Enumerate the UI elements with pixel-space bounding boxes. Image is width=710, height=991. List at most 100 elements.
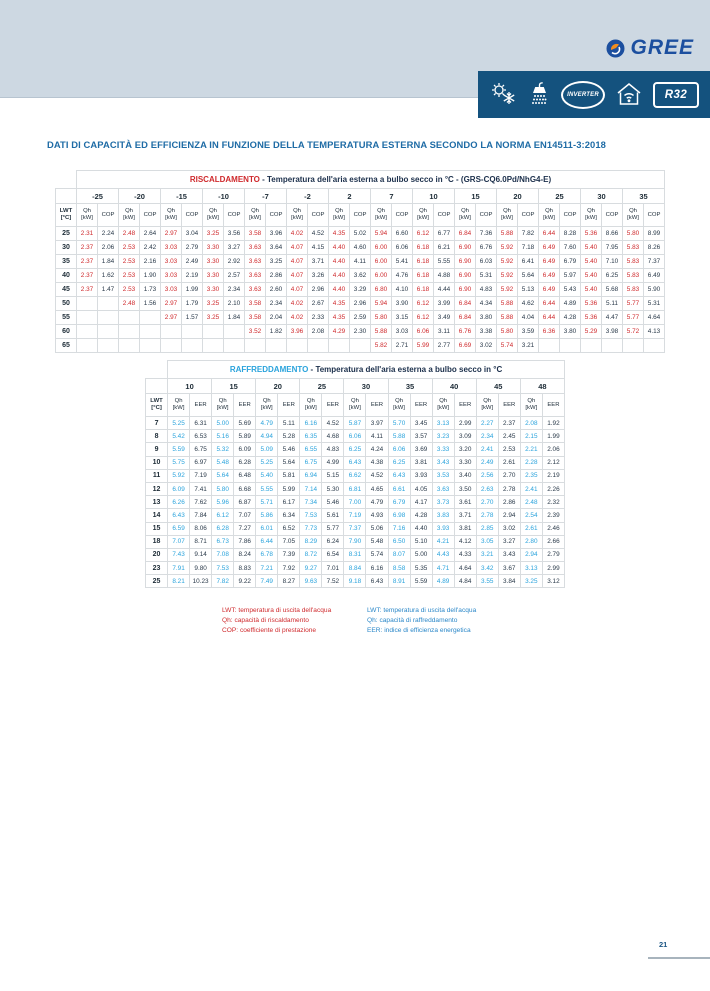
qh-cell: 7.91 bbox=[167, 561, 191, 576]
qh-cell: 5.88 bbox=[496, 226, 518, 241]
qh-cell: 6.80 bbox=[370, 282, 392, 297]
eff-cell: 1.73 bbox=[139, 282, 161, 297]
empty-cell bbox=[349, 338, 371, 353]
lwt-cell: 10 bbox=[144, 455, 169, 470]
empty-cell bbox=[601, 338, 623, 353]
qh-cell: 8.91 bbox=[387, 574, 411, 589]
qh-cell: 6.59 bbox=[167, 521, 191, 536]
qh-cell: 6.44 bbox=[538, 310, 560, 325]
qh-cell: 5.83 bbox=[622, 240, 644, 255]
eff-cell: 5.15 bbox=[321, 468, 345, 483]
qh-cell: 6.43 bbox=[343, 455, 367, 470]
qh-cell: 3.03 bbox=[160, 240, 182, 255]
eff-cell: 7.62 bbox=[189, 495, 213, 510]
qh-header: Qh [kW] bbox=[431, 393, 455, 417]
qh-cell: 7.73 bbox=[299, 521, 323, 536]
eff-cell: 2.79 bbox=[181, 240, 203, 255]
eff-cell: 6.60 bbox=[391, 226, 413, 241]
eff-cell: 4.10 bbox=[391, 282, 413, 297]
eff-cell: 4.11 bbox=[365, 429, 389, 444]
eff-cell: 1.99 bbox=[181, 282, 203, 297]
eff-cell: 3.84 bbox=[497, 574, 521, 589]
eff-cell: 6.21 bbox=[433, 240, 455, 255]
eff-header: COP bbox=[223, 203, 245, 227]
eff-cell: 2.19 bbox=[541, 468, 566, 483]
qh-cell: 2.53 bbox=[118, 268, 140, 283]
qh-cell: 5.94 bbox=[370, 296, 392, 311]
eff-cell: 3.25 bbox=[265, 254, 287, 269]
eff-cell: 9.14 bbox=[189, 547, 213, 563]
table-row: 7 5.25 6.31 5.00 5.69 4.79 5.11 6.16 4.52 5.87 3.9… bbox=[144, 415, 566, 431]
eff-cell: 6.87 bbox=[233, 495, 257, 510]
qh-cell: 6.62 bbox=[343, 468, 367, 483]
eff-cell: 9.22 bbox=[233, 574, 257, 589]
qh-cell: 4.07 bbox=[286, 268, 308, 283]
qh-cell: 6.18 bbox=[412, 282, 434, 297]
empty-cell bbox=[160, 338, 182, 353]
qh-cell: 6.94 bbox=[299, 468, 323, 483]
qh-cell: 5.74 bbox=[496, 338, 518, 353]
eff-cell: 2.94 bbox=[497, 508, 521, 523]
legend-line: EER: indice di efficienza energetica bbox=[367, 626, 471, 634]
corner-cell bbox=[55, 188, 77, 204]
qh-header: Qh [kW] bbox=[580, 203, 602, 227]
qh-cell: 7.37 bbox=[343, 521, 367, 536]
eff-cell: 4.60 bbox=[349, 240, 371, 255]
qh-cell: 2.80 bbox=[519, 534, 543, 549]
empty-cell bbox=[286, 338, 308, 353]
eff-cell: 5.77 bbox=[321, 521, 345, 536]
eff-cell: 8.24 bbox=[233, 547, 257, 563]
eff-cell: 7.92 bbox=[277, 561, 301, 576]
eff-cell: 1.82 bbox=[265, 324, 287, 339]
qh-cell: 5.88 bbox=[370, 324, 392, 339]
qh-cell: 3.25 bbox=[202, 296, 224, 311]
eff-header: EER bbox=[497, 393, 521, 417]
qh-cell: 3.63 bbox=[244, 254, 266, 269]
eff-cell: 2.10 bbox=[223, 296, 245, 311]
eff-cell: 3.98 bbox=[601, 324, 623, 339]
table-row: 50 2.48 1.56 2.97 1.79 3.25 2.10 3.58 2.34 4.02 2.… bbox=[55, 296, 665, 311]
qh-cell: 5.83 bbox=[622, 282, 644, 297]
qh-cell: 3.25 bbox=[519, 574, 543, 589]
empty-cell bbox=[139, 324, 161, 339]
table-row: 10 5.75 6.97 5.48 6.28 5.25 5.64 6.75 4.99 6.43 4.… bbox=[144, 455, 566, 470]
qh-cell: 7.53 bbox=[211, 561, 235, 576]
qh-cell: 5.92 bbox=[496, 268, 518, 283]
qh-header: Qh [kW] bbox=[118, 203, 140, 227]
qh-cell: 6.26 bbox=[167, 495, 191, 510]
eff-cell: 2.45 bbox=[497, 429, 521, 444]
qh-cell: 3.21 bbox=[475, 547, 499, 563]
qh-cell: 3.63 bbox=[244, 240, 266, 255]
qh-cell: 5.82 bbox=[370, 338, 392, 353]
qh-cell: 4.07 bbox=[286, 240, 308, 255]
eff-cell: 2.08 bbox=[307, 324, 329, 339]
qh-header: Qh [kW] bbox=[622, 203, 644, 227]
qh-cell: 5.40 bbox=[580, 268, 602, 283]
qh-cell: 2.56 bbox=[475, 468, 499, 483]
eff-cell: 2.78 bbox=[497, 481, 521, 497]
eff-cell: 5.13 bbox=[517, 282, 539, 297]
eff-cell: 2.64 bbox=[139, 226, 161, 241]
empty-cell bbox=[580, 338, 602, 353]
eff-cell: 5.99 bbox=[277, 481, 301, 497]
qh-cell: 2.37 bbox=[76, 240, 98, 255]
gree-logo: GREE bbox=[606, 36, 694, 60]
eff-cell: 5.02 bbox=[349, 226, 371, 241]
eff-cell: 6.17 bbox=[277, 495, 301, 510]
eff-cell: 4.83 bbox=[321, 442, 345, 457]
eff-cell: 4.28 bbox=[409, 508, 433, 523]
eff-cell: 7.37 bbox=[643, 254, 665, 269]
eff-cell: 1.90 bbox=[139, 268, 161, 283]
corner-cell bbox=[144, 360, 169, 379]
qh-cell: 6.81 bbox=[343, 481, 367, 497]
qh-cell: 5.83 bbox=[622, 268, 644, 283]
eff-cell: 2.92 bbox=[223, 254, 245, 269]
eff-cell: 5.00 bbox=[409, 547, 433, 563]
eff-cell: 6.68 bbox=[233, 481, 257, 497]
eff-cell: 6.16 bbox=[365, 561, 389, 576]
qh-cell: 2.85 bbox=[475, 521, 499, 536]
qh-cell: 4.29 bbox=[328, 324, 350, 339]
eff-cell: 2.32 bbox=[541, 495, 566, 510]
temperature-header: 35 bbox=[387, 378, 433, 394]
eff-cell: 5.31 bbox=[643, 296, 665, 311]
